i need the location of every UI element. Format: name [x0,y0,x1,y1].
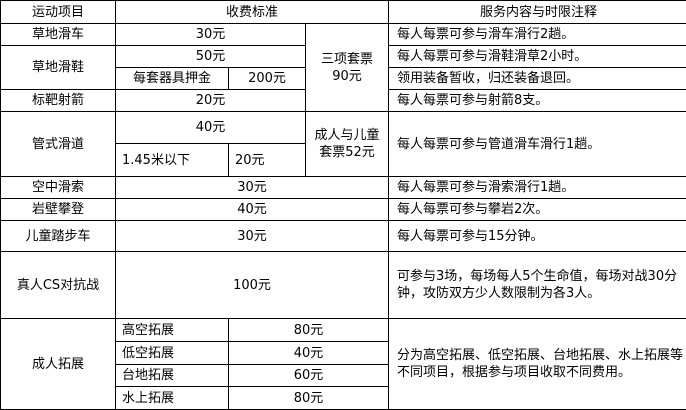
item-note: 分为高空拓展、低空拓展、台地拓展、水上拓展等不同项目，根据参与项目收取不同费用。 [389,319,686,410]
item-note: 可参与3场，每场每人5个生命值，每场对战30分钟，攻防双方少人数限制为各3人。 [389,252,686,319]
item-name: 岩壁攀登 [1,199,116,221]
item-fee: 30元 [116,177,389,199]
item-fee: 50元 [116,46,306,68]
sub-item-name: 台地拓展 [116,365,229,387]
combo-ticket: 成人与儿童套票52元 [306,112,389,177]
item-name: 真人CS对抗战 [1,252,116,319]
item-fee: 40元 [116,112,306,144]
sub-item-fee: 80元 [229,319,389,342]
header-fee: 收费标准 [116,1,389,24]
item-name: 管式滑道 [1,112,116,177]
header-note: 服务内容与时限注释 [389,1,686,24]
header-item: 运动项目 [1,1,116,24]
table-row: 真人CS对抗战 100元 可参与3场，每场每人5个生命值，每场对战30分钟，攻防… [1,252,686,319]
item-name: 成人拓展 [1,319,116,410]
table-row: 儿童踏步车 30元 每人每票可参与15分钟。 [1,221,686,252]
table-row: 成人拓展 高空拓展 80元 分为高空拓展、低空拓展、台地拓展、水上拓展等不同项目… [1,319,686,342]
table-row: 岩壁攀登 40元 每人每票可参与攀岩2次。 [1,199,686,221]
item-note: 每人每票可参与攀岩2次。 [389,199,686,221]
item-note: 每人每票可参与滑鞋滑草2小时。 [389,46,686,68]
child-fee: 20元 [229,144,306,177]
table-row: 空中滑索 30元 每人每票可参与滑索滑行1趟。 [1,177,686,199]
deposit-fee: 200元 [229,68,306,90]
deposit-note: 领用装备暂收，归还装备退回。 [389,68,686,90]
deposit-label: 每套器具押金 [116,68,229,90]
header-row: 运动项目 收费标准 服务内容与时限注释 [1,1,686,24]
item-note: 每人每票可参与管道滑车滑行1趟。 [389,112,686,177]
child-label: 1.45米以下 [116,144,229,177]
sub-item-name: 低空拓展 [116,342,229,365]
item-fee: 30元 [116,221,389,252]
item-note: 每人每票可参与滑索滑行1趟。 [389,177,686,199]
item-name: 标靶射箭 [1,90,116,112]
item-name: 草地滑车 [1,24,116,46]
sub-item-fee: 40元 [229,342,389,365]
sub-item-name: 水上拓展 [116,387,229,410]
sub-item-fee: 60元 [229,365,389,387]
item-name: 儿童踏步车 [1,221,116,252]
sub-item-name: 高空拓展 [116,319,229,342]
item-fee: 30元 [116,24,306,46]
sub-item-fee: 80元 [229,387,389,410]
item-name: 草地滑鞋 [1,46,116,90]
item-note: 每人每票可参与15分钟。 [389,221,686,252]
item-note: 每人每票可参与滑车滑行2趟。 [389,24,686,46]
item-fee: 20元 [116,90,306,112]
item-note: 每人每票可参与射箭8支。 [389,90,686,112]
item-fee: 100元 [116,252,389,319]
table-row: 管式滑道 40元 成人与儿童套票52元 每人每票可参与管道滑车滑行1趟。 [1,112,686,144]
item-fee: 40元 [116,199,389,221]
item-name: 空中滑索 [1,177,116,199]
